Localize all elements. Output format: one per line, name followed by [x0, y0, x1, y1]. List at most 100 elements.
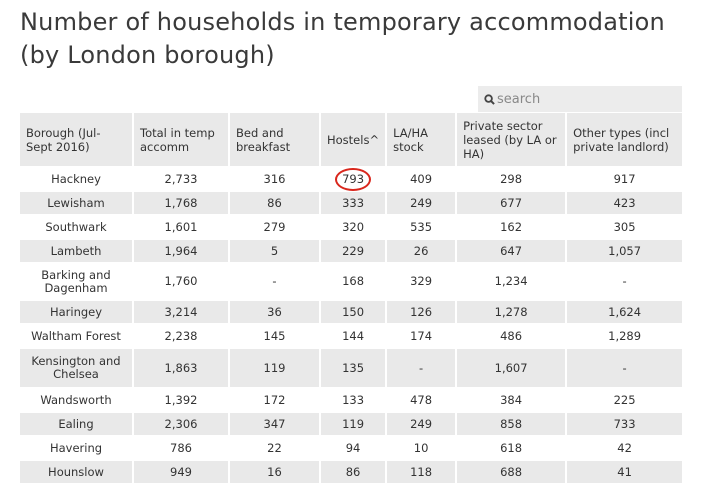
column-header[interactable]: Bed and breakfast	[229, 113, 321, 168]
value-cell: 168	[320, 263, 388, 301]
search-input[interactable]: search	[478, 86, 682, 112]
search-icon	[484, 93, 495, 105]
value-cell: 1,607	[456, 348, 568, 389]
table-row: Barking and Dagenham 1,760-168 329 1,234-	[20, 263, 685, 301]
value-cell: 126	[386, 300, 458, 325]
page-title: Number of households in temporary accomm…	[20, 8, 665, 69]
value-cell: -	[386, 348, 458, 389]
value-cell: 1,289	[566, 324, 685, 349]
column-header[interactable]: Other types (incl private landlord)	[566, 113, 685, 168]
borough-cell: Wandsworth	[20, 388, 134, 413]
value-cell: 26	[386, 239, 458, 264]
value-cell: 305	[566, 215, 685, 240]
value-cell: 858	[456, 412, 568, 437]
value-cell: 94	[320, 436, 388, 461]
value-cell: 949	[133, 460, 230, 485]
boroughs-table: Borough (Jul-Sept 2016) Total in temp acc…	[20, 113, 685, 485]
value-cell: 688	[456, 460, 568, 485]
value-cell: 162	[456, 215, 568, 240]
table-row: Lambeth 1,964 5 229 26 647 1,057	[20, 239, 685, 264]
value-cell: 119	[229, 348, 321, 389]
table-row: Wandsworth 1,392 172 133 478 384 225	[20, 388, 685, 413]
value-cell: 316	[229, 167, 321, 192]
value-cell: 298	[456, 167, 568, 192]
value-cell: -	[566, 348, 685, 389]
table-row: Hackney 2,733 316 793 409 298 917	[20, 167, 685, 192]
value-cell: 86	[229, 191, 321, 216]
value-cell: 2,733	[133, 167, 230, 192]
table-row: Southwark 1,601 279 320 535 162 305	[20, 215, 685, 240]
value-cell: 793	[320, 167, 388, 192]
borough-cell: Hackney	[20, 167, 134, 192]
borough-cell: Lewisham	[20, 191, 134, 216]
highlight-circle: 793	[335, 167, 372, 191]
value-cell: 225	[566, 388, 685, 413]
borough-cell: Hounslow	[20, 460, 134, 485]
value-cell: 3,214	[133, 300, 230, 325]
value-cell: 1,624	[566, 300, 685, 325]
value-cell: 249	[386, 412, 458, 437]
search-placeholder: search	[497, 91, 541, 107]
value-cell: 119	[320, 412, 388, 437]
value-cell: 172	[229, 388, 321, 413]
value-cell: 144	[320, 324, 388, 349]
value-cell: 423	[566, 191, 685, 216]
value-cell: 647	[456, 239, 568, 264]
value-cell: 41	[566, 460, 685, 485]
column-header[interactable]: Private sector leased (by LA or HA)	[456, 113, 568, 168]
value-cell: 329	[386, 263, 458, 301]
value-cell: 5	[229, 239, 321, 264]
value-cell: 733	[566, 412, 685, 437]
value-cell: 486	[456, 324, 568, 349]
value-cell: 384	[456, 388, 568, 413]
table-row: Waltham Forest 2,238 145 144 174 486 1,289	[20, 324, 685, 349]
value-cell: 1,964	[133, 239, 230, 264]
value-cell: 1,234	[456, 263, 568, 301]
value-cell: 279	[229, 215, 321, 240]
value-cell: 409	[386, 167, 458, 192]
value-cell: 917	[566, 167, 685, 192]
value-cell: 1,768	[133, 191, 230, 216]
value-cell: 478	[386, 388, 458, 413]
value-cell: 42	[566, 436, 685, 461]
column-header[interactable]: LA/HA stock	[386, 113, 458, 168]
value-cell: 333	[320, 191, 388, 216]
value-cell: 174	[386, 324, 458, 349]
value-cell: 677	[456, 191, 568, 216]
borough-cell: Kensington and Chelsea	[20, 348, 134, 389]
value-cell: 320	[320, 215, 388, 240]
value-cell: -	[229, 263, 321, 301]
value-cell: 2,306	[133, 412, 230, 437]
value-cell: 249	[386, 191, 458, 216]
value-cell: 1,392	[133, 388, 230, 413]
value-cell: 133	[320, 388, 388, 413]
borough-cell: Lambeth	[20, 239, 134, 264]
value-cell: 10	[386, 436, 458, 461]
table-row: Havering 786 22 94 10 618 42	[20, 436, 685, 461]
value-cell: 1,057	[566, 239, 685, 264]
borough-cell: Waltham Forest	[20, 324, 134, 349]
value-cell: 347	[229, 412, 321, 437]
table-row: Ealing 2,306 347 119 249 858 733	[20, 412, 685, 437]
borough-cell: Ealing	[20, 412, 134, 437]
column-header[interactable]: Hostels^	[320, 113, 388, 168]
table-row: Kensington and Chelsea 1,863 119 135-1,607-	[20, 348, 685, 389]
column-header[interactable]: Total in temp accomm	[133, 113, 230, 168]
table-row: Haringey 3,214 36 150 126 1,278 1,624	[20, 300, 685, 325]
value-cell: 229	[320, 239, 388, 264]
borough-cell: Southwark	[20, 215, 134, 240]
column-header[interactable]: Borough (Jul-Sept 2016)	[20, 113, 134, 168]
value-cell: 145	[229, 324, 321, 349]
borough-cell: Haringey	[20, 300, 134, 325]
value-cell: 118	[386, 460, 458, 485]
value-cell: 535	[386, 215, 458, 240]
value-cell: 1,278	[456, 300, 568, 325]
value-cell: 22	[229, 436, 321, 461]
value-cell: 1,760	[133, 263, 230, 301]
value-cell: 36	[229, 300, 321, 325]
value-cell: -	[566, 263, 685, 301]
value-cell: 1,863	[133, 348, 230, 389]
value-cell: 135	[320, 348, 388, 389]
value-cell: 1,601	[133, 215, 230, 240]
table-row: Lewisham 1,768 86 333 249 677 423	[20, 191, 685, 216]
